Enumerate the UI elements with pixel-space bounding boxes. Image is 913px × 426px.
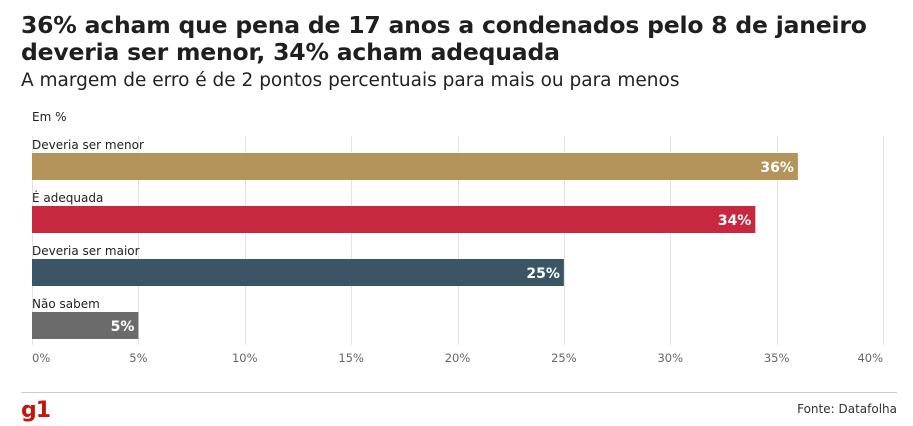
bar-2	[32, 259, 564, 286]
x-tick-label-10: 10%	[232, 351, 258, 365]
source-note: Fonte: Datafolha	[797, 402, 897, 416]
value-label-0: 36%	[760, 160, 794, 176]
x-tick-label-20: 20%	[445, 351, 471, 365]
x-tick-label-40: 40%	[857, 351, 883, 365]
value-label-1: 34%	[718, 213, 752, 229]
x-tick-label-30: 30%	[657, 351, 683, 365]
g1-logo: g1	[21, 398, 51, 423]
category-label-3: Não sabem	[32, 297, 100, 311]
chart-title: 36% acham que pena de 17 anos a condenad…	[21, 11, 867, 66]
category-label-0: Deveria ser menor	[32, 138, 144, 152]
category-label-1: É adequada	[32, 190, 103, 205]
x-tick-label-0: 0%	[32, 351, 50, 365]
x-tick-label-5: 5%	[129, 351, 147, 365]
unit-label: Em %	[32, 110, 67, 124]
bar-chart: Deveria ser menor 36% É adequada 34% Deveria…	[32, 136, 884, 365]
value-label-2: 25%	[526, 266, 560, 282]
bar-1	[32, 206, 756, 233]
x-tick-label-15: 15%	[338, 351, 364, 365]
bar-0	[32, 153, 798, 180]
bar-3	[32, 312, 139, 339]
value-label-3: 5%	[111, 319, 135, 335]
x-tick-label-35: 35%	[764, 351, 790, 365]
x-tick-label-25: 25%	[551, 351, 577, 365]
chart-subtitle: A margem de erro é de 2 pontos percentua…	[21, 70, 680, 91]
footer-divider	[21, 392, 897, 393]
category-label-2: Deveria ser maior	[32, 244, 140, 258]
